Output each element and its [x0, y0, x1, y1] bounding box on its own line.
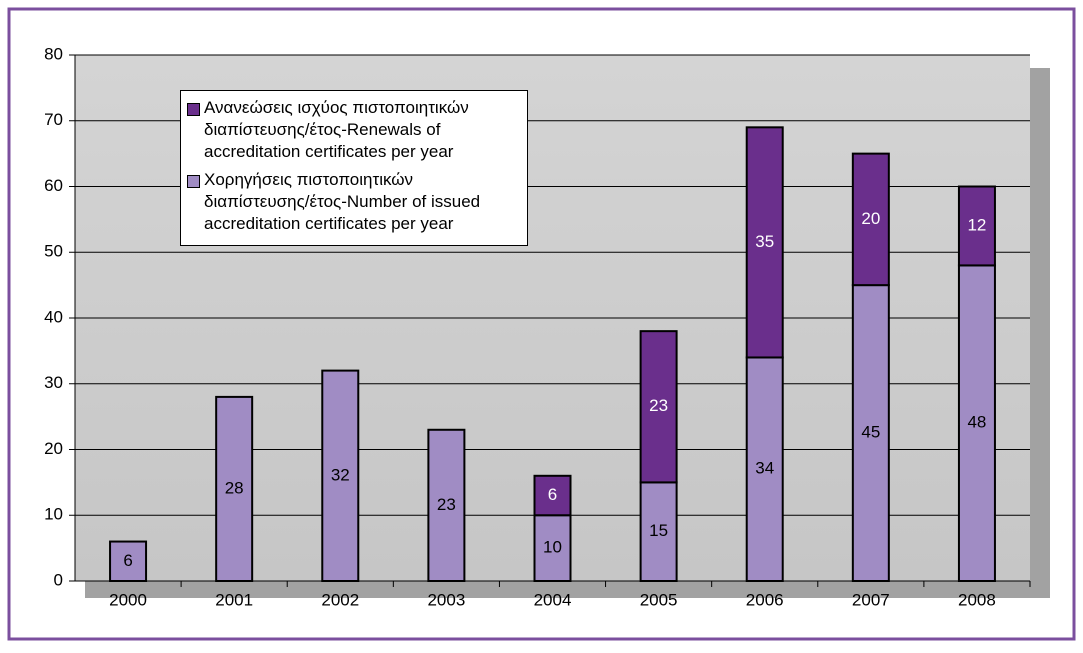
y-tick-label: 40	[44, 307, 63, 326]
legend: Ανανεώσεις ισχύος πιστοποιητικών διαπίστ…	[180, 90, 528, 246]
data-label: 32	[331, 465, 350, 484]
data-label: 28	[225, 478, 244, 497]
bar-segment	[851, 284, 890, 582]
data-label: 20	[861, 209, 880, 228]
legend-swatch	[187, 103, 200, 116]
x-tick-label: 2000	[109, 590, 147, 609]
legend-label: Χορηγήσεις πιστοποιητικών διαπίστευσης/έ…	[204, 170, 481, 233]
data-label: 45	[861, 423, 880, 442]
bar-segment	[851, 152, 890, 287]
data-label: 34	[755, 459, 774, 478]
data-label: 48	[967, 413, 986, 432]
bar-segment	[321, 369, 360, 582]
y-tick-label: 20	[44, 439, 63, 458]
bar-segment	[533, 514, 572, 582]
x-tick-label: 2003	[427, 590, 465, 609]
bar-segment	[745, 126, 784, 359]
x-tick-label: 2002	[321, 590, 359, 609]
x-tick-label: 2006	[746, 590, 784, 609]
data-label: 15	[649, 521, 668, 540]
x-tick-label: 2004	[534, 590, 572, 609]
data-label: 23	[649, 396, 668, 415]
legend-swatch	[187, 175, 200, 188]
data-label: 10	[543, 538, 562, 557]
y-tick-label: 10	[44, 505, 63, 524]
y-tick-label: 60	[44, 176, 63, 195]
bar-segment	[639, 330, 678, 484]
data-label: 23	[437, 495, 456, 514]
data-label: 6	[123, 551, 132, 570]
y-tick-label: 80	[44, 44, 63, 63]
bar-segment	[533, 474, 572, 517]
data-label: 35	[755, 232, 774, 251]
y-tick-label: 0	[54, 570, 63, 589]
y-tick-label: 70	[44, 110, 63, 129]
y-tick-label: 50	[44, 242, 63, 261]
legend-label: Ανανεώσεις ισχύος πιστοποιητικών διαπίστ…	[204, 98, 469, 161]
y-tick-label: 30	[44, 373, 63, 392]
x-tick-label: 2007	[852, 590, 890, 609]
bar-segment	[639, 481, 678, 582]
bar-segment	[427, 428, 466, 582]
bar-segment	[957, 185, 996, 267]
data-label: 6	[548, 485, 557, 504]
bar-segment	[109, 540, 148, 582]
x-tick-label: 2008	[958, 590, 996, 609]
legend-entry: Χορηγήσεις πιστοποιητικών διαπίστευσης/έ…	[187, 169, 521, 235]
bar-segment	[215, 395, 254, 582]
x-tick-label: 2005	[640, 590, 678, 609]
bar-segment	[957, 264, 996, 582]
legend-entry: Ανανεώσεις ισχύος πιστοποιητικών διαπίστ…	[187, 97, 521, 163]
x-tick-label: 2001	[215, 590, 253, 609]
data-label: 12	[967, 215, 986, 234]
